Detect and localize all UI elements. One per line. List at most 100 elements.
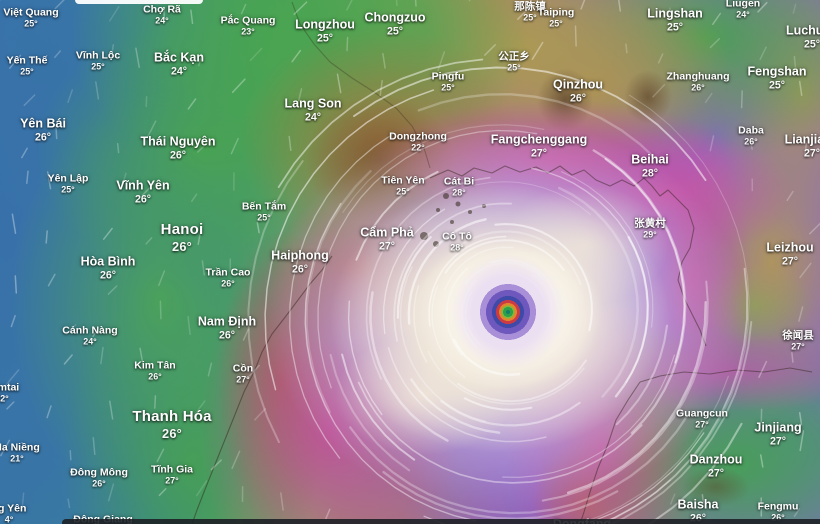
city-label[interactable]: Thái Nguyên 26°	[140, 134, 215, 161]
city-label[interactable]: Taiping 25°	[538, 7, 575, 30]
city-label[interactable]: Hòa Bình 26°	[81, 254, 136, 281]
city-name: Fengshan	[747, 64, 807, 79]
city-label[interactable]: Fengshan 25°	[747, 64, 806, 91]
city-label[interactable]: Cồn 27°	[233, 363, 253, 386]
city-temp: 23°	[241, 26, 255, 37]
city-label[interactable]: Beihai 28°	[631, 152, 669, 179]
city-name: Cảnh Nàng	[62, 324, 118, 337]
city-temp: 25°	[549, 18, 563, 29]
city-label[interactable]: 那陈镇 25°	[514, 1, 546, 24]
timeline-bar-fragment[interactable]	[62, 519, 820, 524]
city-label[interactable]: Samtai22°	[0, 382, 19, 405]
city-label[interactable]: Bắc Kạn 24°	[154, 50, 204, 77]
city-label[interactable]: Bến Tắm 25°	[242, 201, 286, 224]
city-name: Dongzhong	[389, 130, 447, 143]
city-label[interactable]: Pắc Quang 23°	[221, 15, 276, 38]
city-temp: 25°	[441, 82, 455, 93]
city-label[interactable]: Longzhou 25°	[295, 17, 355, 44]
city-label[interactable]: 徐闻县 27°	[782, 330, 814, 353]
city-name: 那陈镇	[514, 0, 546, 13]
city-temp: 25°	[61, 184, 75, 195]
city-label[interactable]: 张黄村 29°	[634, 218, 666, 241]
city-name: Baisha	[677, 497, 719, 512]
city-label[interactable]: Cẩm Phả 27°	[360, 225, 414, 252]
city-label[interactable]: Chợ Rã 24°	[143, 4, 181, 27]
city-temp: 27°	[378, 240, 396, 253]
coastline-path	[579, 381, 641, 524]
city-name: Fengmu	[757, 500, 799, 513]
city-name: Hòa Bình	[80, 254, 136, 269]
city-label[interactable]: Vĩnh Yên 26°	[116, 178, 169, 205]
city-label[interactable]: Việt Quang 25°	[3, 7, 58, 30]
city-label[interactable]: Cảnh Nàng 24°	[62, 325, 117, 348]
city-label[interactable]: Pingfu 25°	[432, 71, 465, 94]
city-label[interactable]: Cô Tô 28°	[442, 231, 472, 254]
city-label[interactable]: Zhanghuang 26°	[667, 71, 730, 94]
city-label[interactable]: Baisha26°	[678, 497, 719, 524]
city-label[interactable]: Đông Mông 26°	[70, 467, 128, 490]
city-temp: 24°	[304, 111, 322, 124]
coastline-path	[429, 165, 707, 347]
city-temp: 28°	[452, 187, 466, 198]
city-name: Đông Mông	[70, 466, 128, 479]
city-label[interactable]: Liugen 24°	[726, 0, 760, 20]
city-label[interactable]: Đông Giang	[73, 514, 133, 524]
city-label[interactable]: Fangchenggang 27°	[491, 132, 588, 159]
city-label[interactable]: Lianjiang27°	[785, 132, 820, 159]
city-temp: 27°	[707, 467, 725, 480]
city-label[interactable]: Nam Định 26°	[198, 314, 256, 341]
city-name: Longzhou	[295, 17, 355, 32]
city-label[interactable]: Chongzuo 25°	[364, 10, 425, 37]
city-temp: 26°	[99, 269, 117, 282]
city-temp: 27°	[695, 419, 709, 430]
city-temp: 26°	[691, 82, 705, 93]
city-name: Kim Tân	[134, 359, 176, 372]
city-label[interactable]: Kim Tân 26°	[134, 360, 175, 383]
city-label[interactable]: Cát Bi 28°	[444, 176, 474, 199]
city-label[interactable]: Danzhou 27°	[690, 452, 743, 479]
city-label[interactable]: Qinzhou 26°	[553, 77, 603, 104]
city-label[interactable]: Vĩnh Lộc 25°	[76, 50, 120, 73]
city-name: Zhanghuang	[666, 70, 730, 83]
city-label[interactable]: Trần Cao 26°	[206, 267, 251, 290]
city-label[interactable]: Daba 26°	[738, 125, 764, 148]
city-label[interactable]: Tiên Yên 25°	[381, 175, 424, 198]
city-temp: 27°	[236, 374, 250, 385]
city-label[interactable]: Guangcun 27°	[676, 408, 728, 431]
city-label[interactable]: Jinjiang 27°	[754, 420, 801, 447]
city-name: Pắc Quang	[220, 14, 276, 27]
city-label[interactable]: Lang Son 24°	[285, 96, 342, 123]
city-name: Cẩm Phả	[360, 225, 414, 240]
city-label[interactable]: Lingshan 25°	[647, 6, 703, 33]
city-label[interactable]: Haiphong 26°	[271, 248, 329, 275]
city-label[interactable]: 公正乡 25°	[498, 51, 530, 74]
city-label[interactable]: Dongzhong 22°	[389, 131, 447, 154]
city-name: Thanh Hóa	[132, 407, 212, 425]
top-ui-fragment[interactable]	[75, 0, 203, 4]
city-label[interactable]: Thanh Hóa 26°	[132, 408, 211, 441]
city-label[interactable]: Yên Lập 25°	[48, 173, 89, 196]
city-label[interactable]: Hanoi 26°	[161, 221, 204, 254]
city-name: Na Niềng	[0, 441, 40, 454]
city-name: Qinzhou	[553, 77, 603, 92]
city-label[interactable]: Fengmu 26°	[758, 501, 799, 524]
coastline-path	[191, 255, 333, 524]
city-temp: 25°	[20, 66, 34, 77]
city-temp: 28°	[641, 167, 659, 180]
city-temp: 25°	[523, 12, 537, 23]
typhoon-eye	[448, 252, 568, 372]
city-name: Haiphong	[271, 248, 329, 263]
city-label[interactable]: Luchuan25°	[786, 23, 820, 50]
city-label[interactable]: Yên Bái 26°	[20, 116, 66, 143]
city-temp: 22°	[411, 142, 425, 153]
city-label[interactable]: Tĩnh Gia 27°	[151, 464, 193, 487]
city-temp: 27°	[769, 435, 787, 448]
city-label[interactable]: Leizhou 27°	[766, 240, 813, 267]
city-label[interactable]: Yên Thế 25°	[7, 55, 48, 78]
city-temp: 25°	[91, 61, 105, 72]
